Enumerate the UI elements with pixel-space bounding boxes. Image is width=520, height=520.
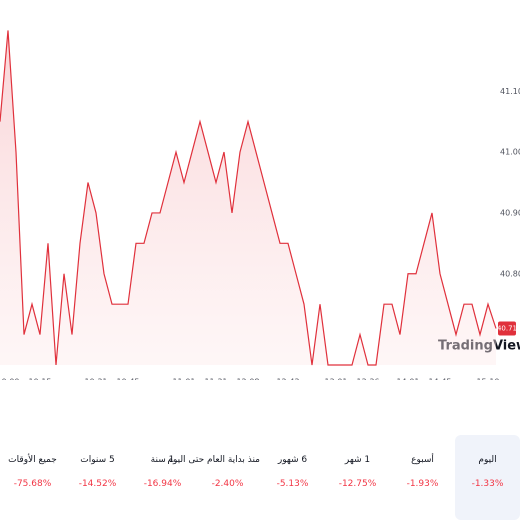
area — [0, 30, 496, 366]
x-tick-label: 13:36 — [356, 378, 379, 381]
chart: TradingView 40.8040.9041.0041.1010:0010:… — [0, 30, 520, 381]
period-label: جميع الأوقات — [8, 455, 57, 465]
x-tick-label: 11:01 — [172, 378, 195, 381]
period-change: -2.40% — [211, 479, 244, 489]
x-tick-label: 10:45 — [116, 378, 139, 381]
period-change: -12.75% — [338, 479, 377, 489]
period-tab[interactable]: 1 سنة -16.94% — [130, 435, 195, 520]
period-change: -1.33% — [471, 479, 504, 489]
y-tick-label: 40.80 — [500, 269, 520, 278]
period-label: 1 سنة — [150, 455, 175, 465]
period-tab[interactable]: 6 شهور -5.13% — [260, 435, 325, 520]
x-tick-label: 12:08 — [236, 378, 259, 381]
x-tick-label: 10:15 — [28, 378, 51, 381]
period-tab[interactable]: اليوم -1.33% — [455, 435, 520, 520]
x-tick-label: 11:31 — [204, 378, 227, 381]
x-tick-label: 14:45 — [428, 378, 451, 381]
period-tab[interactable]: جميع الأوقات -75.68% — [0, 435, 65, 520]
period-change: -5.13% — [276, 479, 309, 489]
x-tick-label: 10:31 — [84, 378, 107, 381]
x-tick-label: 12:43 — [276, 378, 299, 381]
period-change: -1.93% — [406, 479, 439, 489]
last-price-box — [498, 321, 516, 336]
period-change: -75.68% — [13, 479, 52, 489]
period-tab[interactable]: 5 سنوات -14.52% — [65, 435, 130, 520]
x-tick-label: 14:01 — [396, 378, 419, 381]
period-tabs: اليوم -1.33% أسبوع -1.93% 1 شهر -12.75% 6 شهور… — [0, 435, 520, 520]
period-label: منذ بداية العام حتى اليوم — [167, 455, 260, 465]
period-label: اليوم — [478, 455, 497, 465]
period-label: 5 سنوات — [80, 455, 115, 465]
x-tick-label: 10:00 — [0, 378, 20, 381]
last-price-label: 40.71 — [497, 325, 517, 333]
period-tab[interactable]: منذ بداية العام حتى اليوم -2.40% — [167, 435, 260, 520]
x-tick-label: 15:10 — [476, 378, 499, 381]
period-change: -14.52% — [78, 479, 117, 489]
period-tab[interactable]: أسبوع -1.93% — [390, 435, 455, 520]
period-label: 6 شهور — [277, 455, 308, 465]
x-tick-label: 13:01 — [324, 378, 347, 381]
y-tick-label: 41.00 — [500, 148, 520, 157]
period-tab[interactable]: 1 شهر -12.75% — [325, 435, 390, 520]
period-change: -16.94% — [143, 479, 182, 489]
y-tick-label: 41.10 — [500, 87, 520, 96]
y-tick-label: 40.90 — [500, 208, 520, 217]
line — [0, 30, 497, 366]
period-label: 1 شهر — [344, 455, 371, 465]
period-label: أسبوع — [411, 455, 434, 465]
